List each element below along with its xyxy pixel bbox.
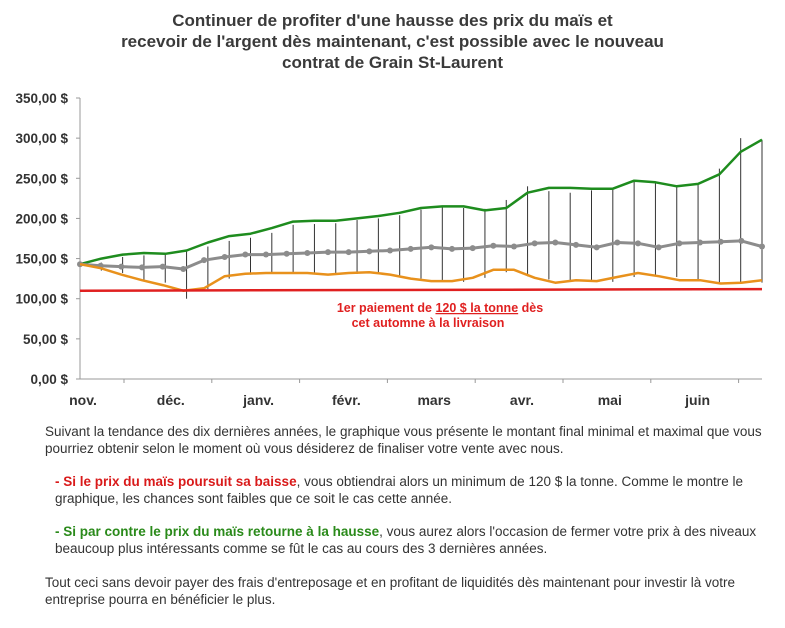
y-tick-label: 250,00 $: [15, 171, 68, 186]
x-axis: nov. déc. janv. févr. mars avr. mai juin: [69, 378, 762, 408]
x-tick-label: févr.: [332, 392, 361, 408]
y-tick-label: 0,00 $: [30, 372, 68, 387]
average-point: [118, 263, 125, 270]
average-point: [717, 238, 724, 245]
y-tick-label: 50,00 $: [23, 332, 69, 347]
average-point: [242, 251, 249, 258]
x-tick-label: janv.: [242, 392, 274, 408]
average-point: [201, 257, 207, 264]
bullet-hausse: - Si par contre le prix du maïs retourne…: [55, 523, 770, 557]
average-point: [345, 249, 352, 256]
average-point: [469, 245, 476, 252]
annotation: 1er paiement de 120 $ la tonne dès cet a…: [337, 301, 543, 330]
average-point: [511, 243, 517, 250]
series-minimum-garanti: [79, 287, 763, 292]
average-point: [159, 263, 166, 270]
y-tick-label: 200,00 $: [15, 211, 68, 226]
average-point: [180, 266, 187, 273]
title-line-3: contrat de Grain St-Laurent: [281, 53, 504, 72]
average-point: [449, 245, 455, 252]
average-point: [635, 240, 641, 247]
x-tick-label: avr.: [510, 392, 534, 408]
average-point: [283, 250, 290, 257]
error-bars: [100, 138, 763, 299]
bullet-baisse-bold: - Si le prix du maïs poursuit sa baisse: [55, 474, 297, 489]
title-line-2: recevoir de l'argent dès maintenant, c'e…: [121, 32, 664, 51]
average-point: [366, 248, 373, 255]
average-point: [325, 249, 331, 256]
bullet-hausse-rest: , vous aurez alors l'occasion de fermer …: [55, 524, 757, 556]
average-point: [387, 247, 393, 254]
y-axis: 0,00 $ 50,00 $ 100,00 $ 150,00 $ 200,00 $ 250…: [15, 91, 81, 387]
average-point: [407, 245, 414, 252]
x-tick-label: mai: [598, 392, 622, 408]
average-point: [593, 244, 600, 251]
price-chart: 0,00 $ 50,00 $ 100,00 $ 150,00 $ 200,00 $ 250…: [15, 91, 765, 408]
chart-title: Continuer de profiter d'une hausse des p…: [0, 10, 785, 73]
y-tick-label: 350,00 $: [15, 91, 68, 106]
outro-paragraph: Tout ceci sans devoir payer des frais d'…: [45, 575, 735, 607]
annotation-line-1: 1er paiement de 120 $ la tonne dès: [337, 301, 543, 315]
series-lines: [77, 138, 765, 292]
x-tick-label: juin: [684, 392, 710, 408]
y-tick-label: 150,00 $: [15, 252, 68, 267]
average-point: [738, 237, 745, 244]
series-maximum: [79, 138, 763, 266]
bullet-baisse: - Si le prix du maïs poursuit sa baisse,…: [55, 473, 770, 507]
x-tick-label: nov.: [69, 392, 97, 408]
bullet-baisse-rest: , vous obtiendrai alors un minimum de 12…: [55, 474, 744, 506]
average-point: [655, 244, 662, 251]
average-point: [676, 240, 683, 247]
annotation-line-2: cet automne à la livraison: [352, 316, 505, 330]
annotation-after: dès: [518, 301, 543, 315]
y-tick-label: 300,00 $: [15, 131, 68, 146]
average-point: [263, 251, 269, 258]
average-point: [139, 264, 145, 271]
annotation-before: 1er paiement de: [337, 301, 436, 315]
average-point: [221, 253, 228, 260]
series-moyenne: [79, 239, 763, 271]
average-point: [531, 240, 538, 247]
average-point: [552, 239, 559, 246]
intro-paragraph: Suivant la tendance des dix dernières an…: [45, 424, 762, 456]
average-point: [573, 241, 579, 248]
average-point: [614, 239, 621, 246]
x-tick-label: déc.: [157, 392, 185, 408]
bullet-hausse-bold: - Si par contre le prix du maïs retourne…: [55, 524, 380, 539]
x-tick-label: mars: [417, 392, 451, 408]
y-tick-label: 100,00 $: [15, 292, 68, 307]
average-point: [490, 242, 497, 249]
average-point: [759, 243, 765, 250]
average-point: [428, 244, 435, 251]
average-point: [304, 249, 311, 256]
average-point: [697, 239, 703, 246]
title-line-1: Continuer de profiter d'une hausse des p…: [172, 11, 613, 30]
annotation-underlined: 120 $ la tonne: [435, 301, 518, 315]
